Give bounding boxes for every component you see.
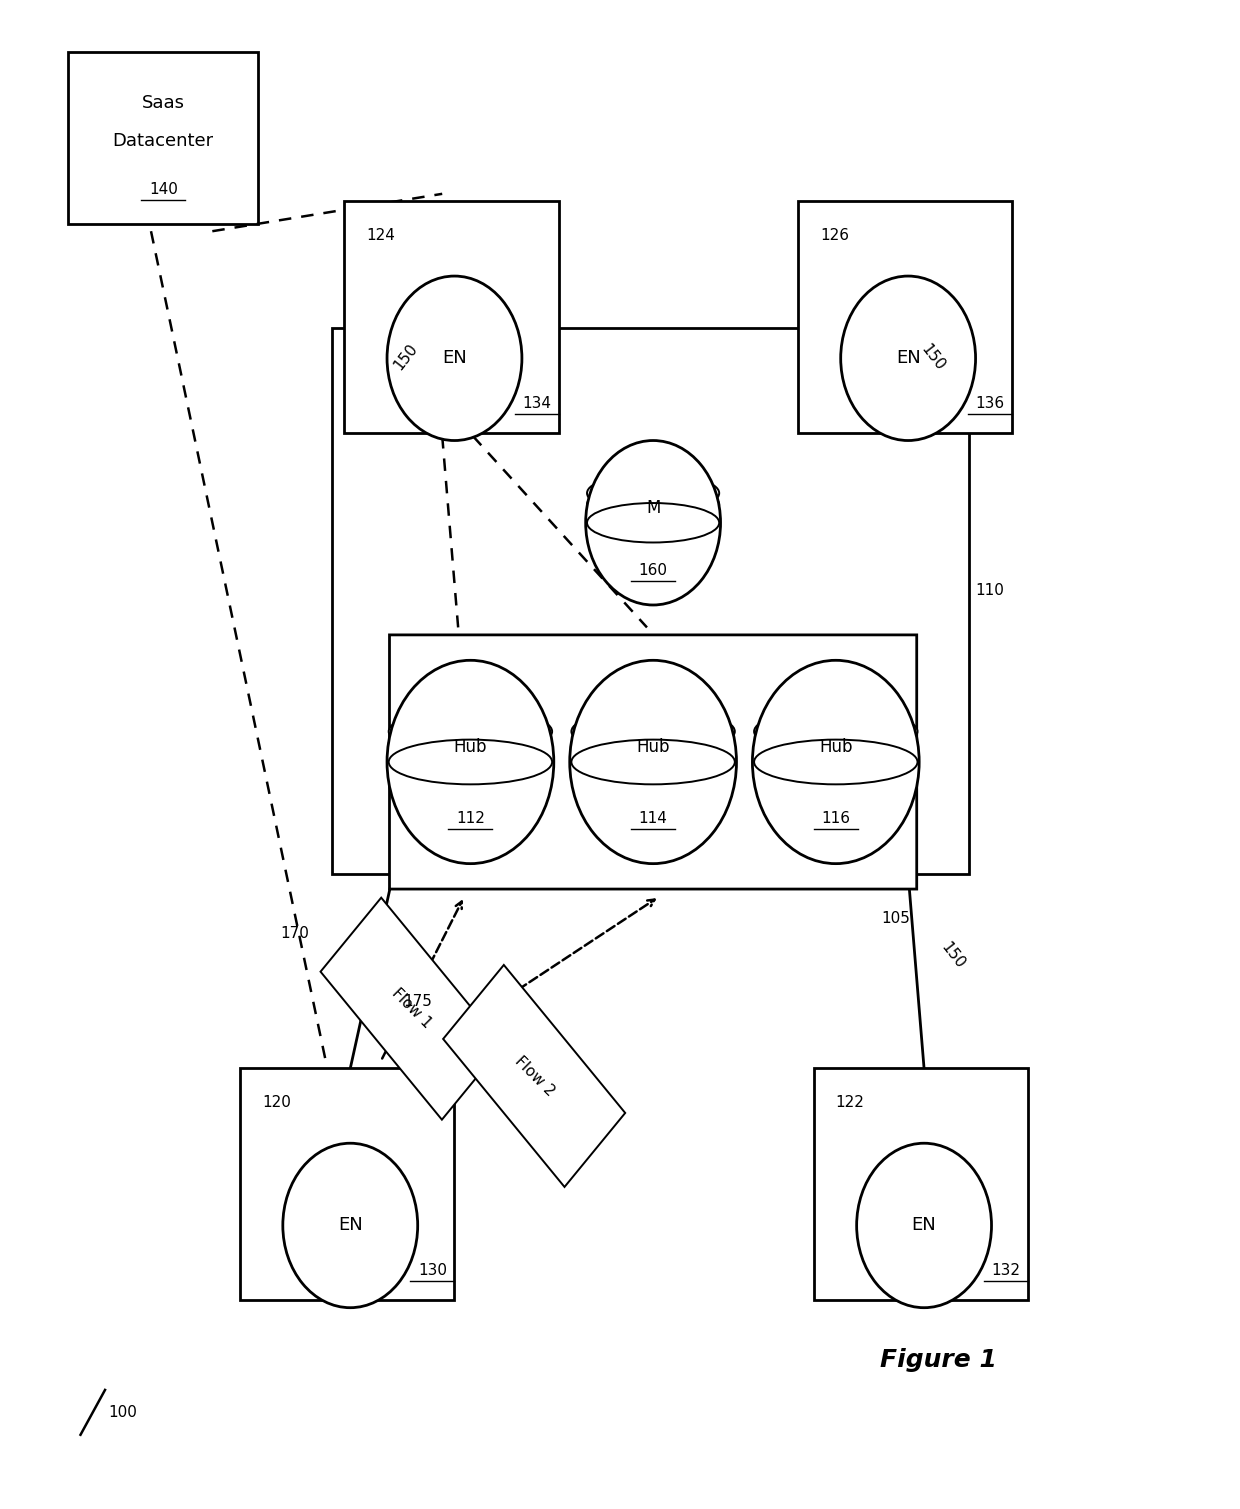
Text: M: M	[646, 499, 660, 516]
Text: 122: 122	[836, 1096, 864, 1111]
Text: Flow 1: Flow 1	[389, 985, 434, 1032]
Text: Saas: Saas	[141, 95, 185, 112]
Text: 150: 150	[939, 939, 967, 972]
Text: Datacenter: Datacenter	[113, 133, 213, 151]
Circle shape	[585, 441, 720, 605]
Text: 160: 160	[639, 563, 667, 578]
Circle shape	[387, 276, 522, 441]
Text: 175: 175	[403, 994, 432, 1008]
Bar	[239, 1068, 455, 1301]
Bar	[68, 51, 258, 223]
Circle shape	[753, 661, 919, 863]
Bar	[332, 329, 970, 874]
Ellipse shape	[388, 739, 552, 785]
Text: EN: EN	[895, 349, 920, 367]
Text: 170: 170	[280, 927, 310, 942]
Ellipse shape	[587, 484, 719, 525]
Text: 120: 120	[262, 1096, 291, 1111]
Circle shape	[841, 276, 976, 441]
Text: 126: 126	[820, 228, 849, 243]
Ellipse shape	[388, 721, 552, 767]
Ellipse shape	[572, 739, 735, 785]
Text: 130: 130	[418, 1263, 446, 1278]
Circle shape	[283, 1144, 418, 1308]
Text: 150: 150	[391, 341, 420, 373]
Ellipse shape	[754, 721, 918, 767]
Bar	[813, 1068, 1028, 1301]
Ellipse shape	[754, 739, 918, 785]
Bar	[345, 201, 559, 433]
Text: 112: 112	[456, 812, 485, 827]
Ellipse shape	[587, 474, 719, 513]
Ellipse shape	[587, 502, 719, 543]
Text: 105: 105	[882, 911, 910, 927]
Text: 136: 136	[976, 395, 1004, 410]
FancyBboxPatch shape	[389, 635, 916, 889]
Text: 116: 116	[821, 812, 851, 827]
Text: Hub: Hub	[820, 738, 853, 756]
Circle shape	[387, 661, 554, 863]
Text: 132: 132	[992, 1263, 1021, 1278]
Text: Figure 1: Figure 1	[880, 1348, 997, 1372]
Circle shape	[857, 1144, 992, 1308]
Text: EN: EN	[443, 349, 466, 367]
Text: 124: 124	[366, 228, 396, 243]
Text: 114: 114	[639, 812, 667, 827]
Circle shape	[569, 661, 737, 863]
FancyBboxPatch shape	[443, 964, 625, 1188]
Ellipse shape	[572, 721, 735, 767]
Ellipse shape	[572, 709, 735, 754]
FancyBboxPatch shape	[320, 898, 502, 1120]
Text: 100: 100	[109, 1405, 138, 1420]
Text: Flow 2: Flow 2	[511, 1053, 557, 1099]
Text: EN: EN	[911, 1216, 936, 1234]
Text: Hub: Hub	[454, 738, 487, 756]
Bar	[797, 201, 1012, 433]
Text: 140: 140	[149, 183, 177, 196]
Text: EN: EN	[337, 1216, 362, 1234]
Text: 150: 150	[918, 341, 947, 373]
Text: Hub: Hub	[636, 738, 670, 756]
Text: 134: 134	[522, 395, 551, 410]
Ellipse shape	[754, 709, 918, 754]
Text: 110: 110	[976, 582, 1004, 598]
Ellipse shape	[388, 709, 552, 754]
